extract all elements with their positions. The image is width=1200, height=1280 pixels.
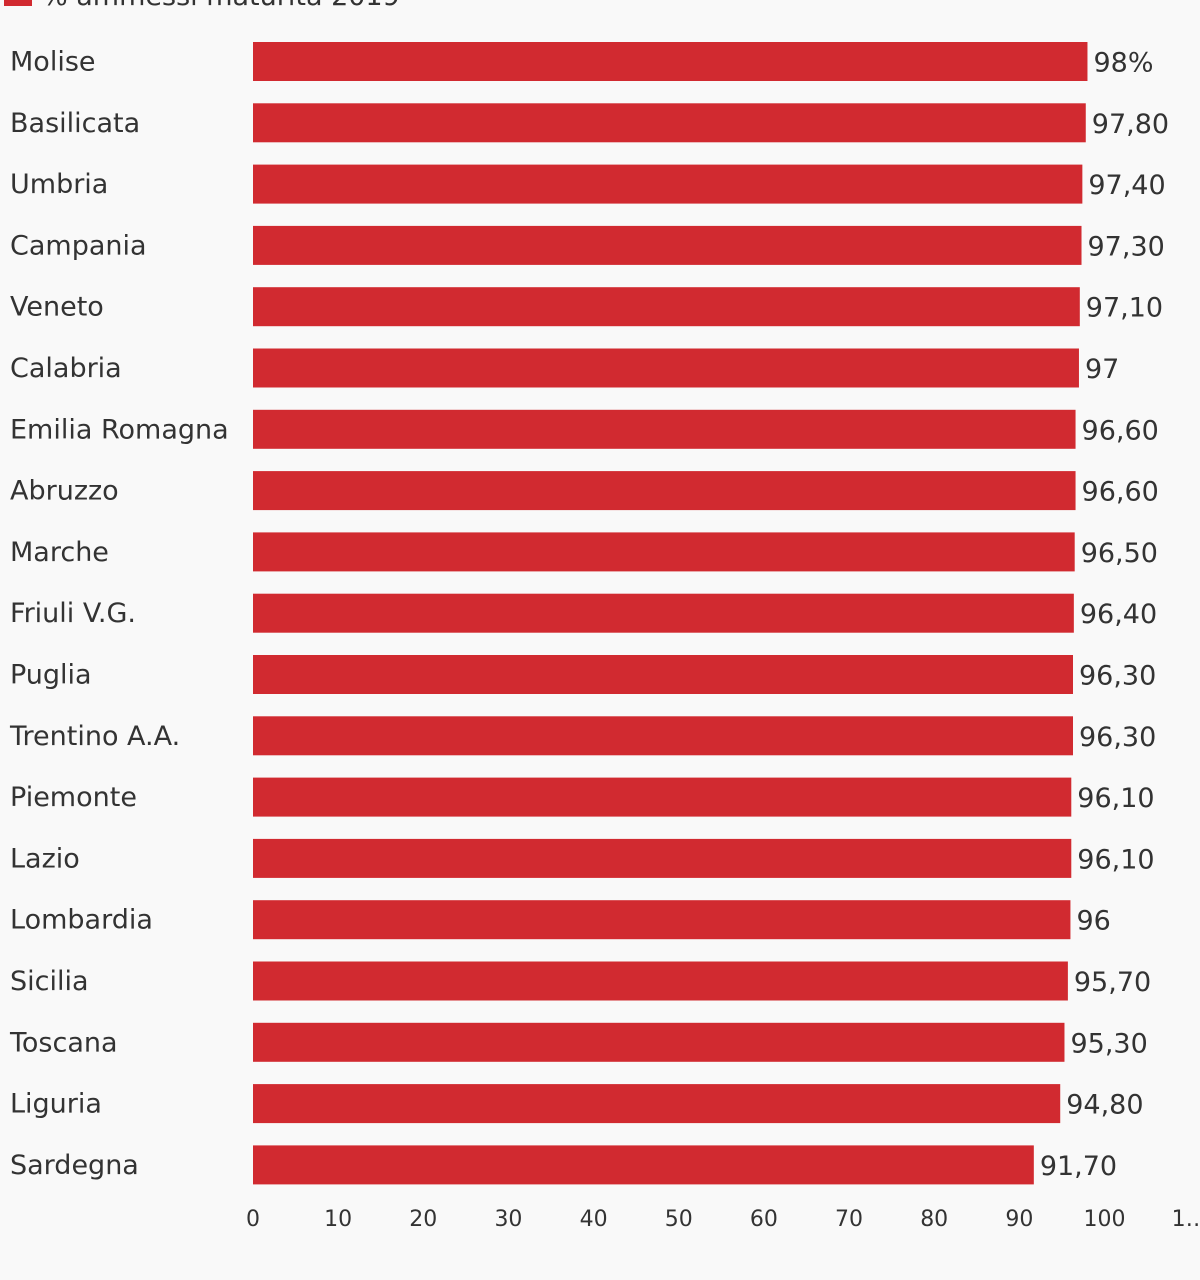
data-label: 97,10	[1086, 293, 1163, 324]
category-label: Lazio	[10, 843, 80, 874]
bar	[253, 287, 1080, 327]
bar	[253, 655, 1073, 694]
category-label: Trentino A.A.	[9, 721, 180, 752]
category-label: Veneto	[10, 292, 104, 323]
category-label: Umbria	[10, 169, 108, 200]
data-label: 91,70	[1040, 1151, 1117, 1182]
legend: % ammessi maturità 2019	[4, 0, 400, 12]
data-label: 97,80	[1092, 109, 1169, 140]
data-label: 96	[1076, 906, 1110, 937]
bar	[253, 1145, 1034, 1185]
data-label: 96,30	[1079, 661, 1156, 692]
category-label: Campania	[10, 230, 147, 261]
bar	[253, 593, 1074, 633]
bar	[253, 103, 1086, 143]
data-label: 97,40	[1088, 170, 1165, 201]
x-tick-label: 90	[1005, 1207, 1033, 1232]
category-label: Liguria	[10, 1089, 102, 1120]
category-label: Friuli V.G.	[10, 598, 136, 629]
category-label: Sardegna	[10, 1150, 139, 1181]
x-tick-label: 40	[580, 1207, 608, 1232]
bars-group: Molise 98% Basilicata 97,80 Umbria 97,40 Campa…	[9, 42, 1169, 1185]
data-label: 97,30	[1088, 231, 1165, 262]
category-label: Toscana	[9, 1027, 118, 1058]
legend-swatch	[4, 0, 32, 6]
x-tick-label: 20	[409, 1207, 437, 1232]
category-label: Sicilia	[10, 966, 89, 997]
legend-label: % ammessi maturità 2019	[42, 0, 400, 12]
x-tick-label: 10	[324, 1207, 352, 1232]
x-tick-label: 30	[494, 1207, 522, 1232]
x-axis-ticks: 0 10 20 30 40 50 60 70 80 90 100 1…	[246, 1207, 1200, 1232]
x-tick-label: 0	[246, 1207, 260, 1232]
category-label: Lombardia	[10, 905, 153, 936]
category-label: Abruzzo	[10, 476, 119, 507]
category-label: Emilia Romagna	[10, 414, 229, 445]
category-label: Basilicata	[10, 108, 140, 139]
x-tick-label: 100	[1084, 1207, 1126, 1232]
bar	[253, 42, 1088, 81]
x-tick-label: 80	[920, 1207, 948, 1232]
data-label: 98%	[1093, 48, 1153, 79]
bar	[253, 716, 1073, 756]
x-tick-label: 70	[835, 1207, 863, 1232]
data-label: 96,30	[1079, 722, 1156, 753]
bar	[253, 532, 1075, 572]
data-label: 95,70	[1074, 967, 1151, 998]
data-label: 96,10	[1077, 783, 1154, 814]
category-label: Piemonte	[10, 782, 137, 813]
bar	[253, 777, 1072, 817]
bar	[253, 409, 1076, 449]
data-label: 96,50	[1081, 538, 1158, 569]
bar	[253, 471, 1076, 511]
data-label: 96,60	[1082, 415, 1159, 446]
bar	[253, 164, 1083, 204]
data-label: 96,10	[1077, 844, 1154, 875]
bar	[253, 1084, 1061, 1124]
category-label: Molise	[10, 47, 96, 78]
x-tick-label: 60	[750, 1207, 778, 1232]
bar	[253, 961, 1068, 1001]
x-tick-label: 50	[665, 1207, 693, 1232]
data-label: 95,30	[1070, 1028, 1147, 1059]
data-label: 96,40	[1080, 599, 1157, 630]
category-label: Calabria	[10, 353, 122, 384]
bar	[253, 348, 1079, 388]
bar	[253, 838, 1072, 878]
bar	[253, 225, 1082, 265]
category-label: Marche	[10, 537, 109, 568]
data-label: 96,60	[1082, 477, 1159, 508]
data-label: 94,80	[1066, 1090, 1143, 1121]
data-label: 97	[1085, 354, 1119, 385]
bar	[253, 900, 1071, 940]
category-label: Puglia	[10, 660, 92, 691]
x-tick-label: 1…	[1172, 1207, 1200, 1232]
bar	[253, 1022, 1065, 1062]
